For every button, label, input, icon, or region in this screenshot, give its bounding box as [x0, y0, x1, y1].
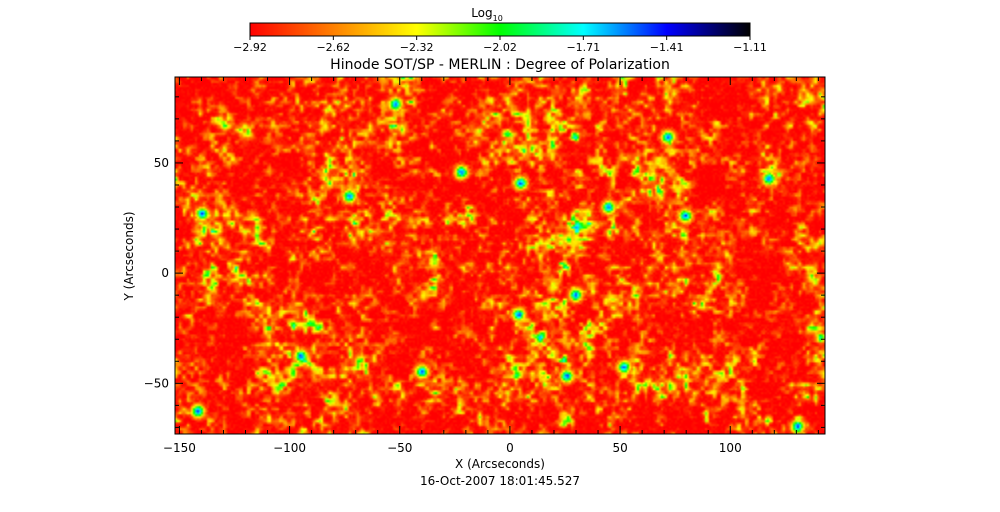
timestamp: 16-Oct-2007 18:01:45.527	[420, 474, 580, 488]
y-tick-label: 0	[161, 266, 169, 280]
y-axis-label: Y (Arcseconds)	[122, 211, 136, 301]
x-tick-label: −100	[273, 441, 306, 455]
colorbar-ticks: −2.92 −2.62 −2.32 −2.02 −1.71 −1.41 −1.11	[233, 36, 767, 54]
x-tick-label: 0	[506, 441, 514, 455]
x-tick-label: 50	[612, 441, 627, 455]
colorbar-tick-label: −2.02	[483, 41, 517, 54]
colorbar-tick-label: −1.41	[650, 41, 684, 54]
colorbar: Log10 −2.92 −2.62 −2.32 −2.02 −1.71 −1.41 −1.1…	[233, 6, 767, 54]
chart-title: Hinode SOT/SP - MERLIN : Degree of Polar…	[330, 57, 670, 73]
colorbar-tick-label: −1.71	[566, 41, 600, 54]
polarization-heatmap	[175, 77, 825, 434]
colorbar-label: Log10	[471, 6, 503, 23]
plot-frame	[174, 76, 826, 435]
colorbar-gradient	[249, 22, 751, 37]
colorbar-tick-label: −2.92	[233, 41, 267, 54]
colorbar-tick-label: −2.32	[400, 41, 434, 54]
y-tick-label: 50	[154, 156, 169, 170]
colorbar-tick-label: −1.11	[733, 41, 767, 54]
x-tick-label: 100	[719, 441, 742, 455]
y-tick-label: −50	[144, 376, 169, 390]
plot-area: −150 −100 −50 0 50 100 −50 0 50	[144, 76, 826, 455]
x-axis-label: X (Arcseconds)	[455, 457, 545, 471]
x-axis: −150 −100 −50 0 50 100	[163, 77, 819, 455]
x-tick-label: −50	[387, 441, 412, 455]
colorbar-tick-label: −2.62	[316, 41, 350, 54]
y-axis: −50 0 50	[144, 96, 825, 428]
x-tick-label: −150	[163, 441, 196, 455]
